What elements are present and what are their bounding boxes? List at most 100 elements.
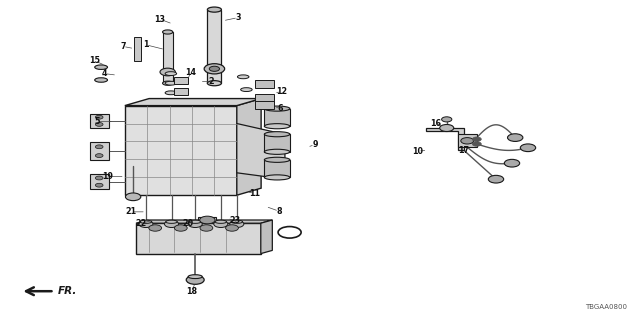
Circle shape <box>174 225 187 231</box>
Text: TBGAA0800: TBGAA0800 <box>585 304 627 310</box>
Ellipse shape <box>166 220 177 223</box>
Circle shape <box>186 275 204 284</box>
Circle shape <box>442 117 452 122</box>
Text: 17: 17 <box>458 146 470 155</box>
Text: 7: 7 <box>120 42 125 51</box>
Circle shape <box>95 145 103 149</box>
Polygon shape <box>237 99 261 195</box>
Text: 21: 21 <box>125 207 137 216</box>
Circle shape <box>214 220 228 228</box>
Text: 14: 14 <box>185 68 196 77</box>
Bar <box>90 174 109 189</box>
Text: 3: 3 <box>236 13 241 22</box>
Bar <box>174 77 188 84</box>
Bar <box>458 134 477 147</box>
Bar <box>255 94 274 102</box>
Text: 19: 19 <box>102 172 113 181</box>
Ellipse shape <box>264 157 290 162</box>
Text: 20: 20 <box>182 219 193 228</box>
Bar <box>134 37 141 61</box>
Text: 8: 8 <box>276 207 282 216</box>
Text: FR.: FR. <box>58 285 77 296</box>
Text: 6: 6 <box>278 104 283 113</box>
Circle shape <box>200 216 215 224</box>
Bar <box>255 80 274 88</box>
Circle shape <box>504 159 520 167</box>
Circle shape <box>204 64 225 74</box>
Ellipse shape <box>95 78 108 82</box>
Circle shape <box>139 220 153 228</box>
Bar <box>207 10 221 83</box>
Circle shape <box>95 154 103 157</box>
Ellipse shape <box>163 30 173 34</box>
Text: 18: 18 <box>186 287 198 296</box>
Ellipse shape <box>165 81 177 85</box>
Circle shape <box>164 220 179 228</box>
Ellipse shape <box>165 72 177 76</box>
Text: 4: 4 <box>102 69 107 78</box>
Bar <box>90 114 109 128</box>
Circle shape <box>95 176 103 180</box>
Text: 13: 13 <box>154 15 166 24</box>
Circle shape <box>472 137 481 141</box>
Circle shape <box>230 220 244 228</box>
Circle shape <box>472 142 481 146</box>
Ellipse shape <box>140 220 152 223</box>
Text: 23: 23 <box>229 216 241 225</box>
Polygon shape <box>136 220 273 223</box>
Ellipse shape <box>189 220 201 223</box>
Ellipse shape <box>264 132 290 137</box>
Circle shape <box>488 175 504 183</box>
Circle shape <box>125 193 141 201</box>
Polygon shape <box>237 124 285 179</box>
Circle shape <box>160 68 175 76</box>
Polygon shape <box>125 99 261 106</box>
Text: 2: 2 <box>209 77 214 86</box>
Ellipse shape <box>264 124 290 129</box>
Text: 10: 10 <box>412 147 424 156</box>
Text: 22: 22 <box>135 219 147 228</box>
Circle shape <box>461 138 474 144</box>
Ellipse shape <box>163 81 173 85</box>
Polygon shape <box>125 106 237 195</box>
Ellipse shape <box>264 175 290 180</box>
Circle shape <box>188 220 202 228</box>
Text: 11: 11 <box>249 189 260 198</box>
Bar <box>174 88 188 95</box>
Polygon shape <box>136 223 261 253</box>
Ellipse shape <box>207 7 221 12</box>
Text: 12: 12 <box>276 87 287 96</box>
Polygon shape <box>426 128 464 150</box>
Circle shape <box>520 144 536 152</box>
Circle shape <box>209 66 220 71</box>
Circle shape <box>440 124 454 132</box>
Text: 16: 16 <box>429 119 441 128</box>
Bar <box>264 108 290 126</box>
Text: 5: 5 <box>95 117 100 126</box>
Text: 15: 15 <box>89 56 100 65</box>
Circle shape <box>200 225 212 231</box>
Ellipse shape <box>188 275 202 278</box>
Bar <box>264 160 290 177</box>
Ellipse shape <box>165 91 177 95</box>
Bar <box>163 32 173 83</box>
Text: 9: 9 <box>312 140 317 149</box>
Ellipse shape <box>207 81 221 86</box>
Circle shape <box>95 183 103 187</box>
Circle shape <box>95 115 103 119</box>
Circle shape <box>148 225 162 231</box>
Ellipse shape <box>95 65 108 69</box>
Circle shape <box>226 225 239 231</box>
Bar <box>90 142 109 160</box>
Ellipse shape <box>215 220 227 223</box>
Ellipse shape <box>241 88 252 92</box>
Ellipse shape <box>231 220 243 223</box>
Ellipse shape <box>237 75 249 79</box>
Text: 1: 1 <box>143 40 148 49</box>
Bar <box>198 217 216 223</box>
Ellipse shape <box>264 106 290 111</box>
Polygon shape <box>261 220 273 253</box>
Ellipse shape <box>264 149 290 154</box>
Bar <box>255 101 274 109</box>
Bar <box>264 134 290 152</box>
